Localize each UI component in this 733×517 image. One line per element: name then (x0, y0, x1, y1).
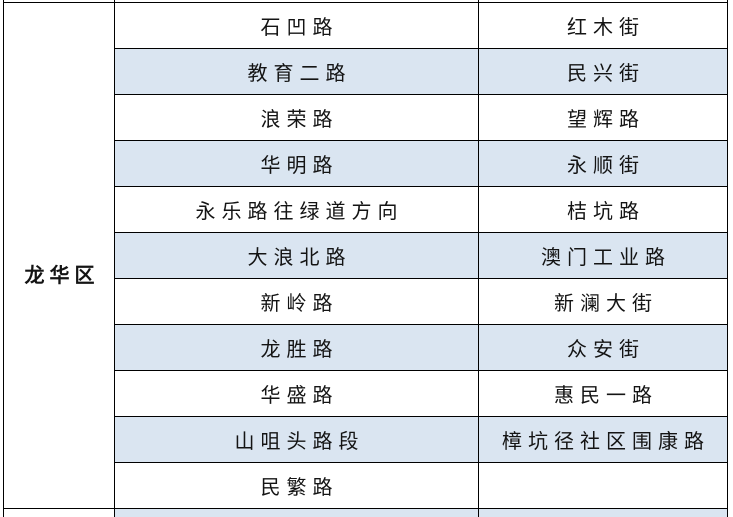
road-cell: 石凹路 (115, 3, 479, 49)
partial-row-cell (115, 509, 479, 517)
road-cell: 大浪北路 (115, 233, 479, 279)
road-cell: 澳门工业路 (479, 233, 728, 279)
road-cell: 华盛路 (115, 371, 479, 417)
partial-row-cell (3, 509, 115, 517)
road-cell: 华明路 (115, 141, 479, 187)
partial-row-cell (479, 509, 728, 517)
partial-row-cell (115, 0, 479, 3)
road-cell: 红木街 (479, 3, 728, 49)
road-cell: 龙胜路 (115, 325, 479, 371)
road-cell: 新岭路 (115, 279, 479, 325)
partial-row-cell (3, 0, 115, 3)
road-cell: 永顺街 (479, 141, 728, 187)
road-cell: 永乐路往绿道方向 (115, 187, 479, 233)
road-cell: 樟坑径社区围康路 (479, 417, 728, 463)
road-cell: 教育二路 (115, 49, 479, 95)
road-cell: 桔坑路 (479, 187, 728, 233)
partial-row-cell (479, 0, 728, 3)
road-cell: 新澜大街 (479, 279, 728, 325)
road-table: 龙华区 石凹路 红木街 教育二路 民兴街 浪荣路 望辉路 华明路 永顺街 永乐路… (3, 0, 728, 517)
road-cell: 民兴街 (479, 49, 728, 95)
road-cell: 民繁路 (115, 463, 479, 509)
district-cell: 龙华区 (3, 3, 115, 509)
empty-cell (479, 463, 728, 509)
road-cell: 众安街 (479, 325, 728, 371)
road-cell: 浪荣路 (115, 95, 479, 141)
road-cell: 惠民一路 (479, 371, 728, 417)
road-cell: 望辉路 (479, 95, 728, 141)
road-cell: 山咀头路段 (115, 417, 479, 463)
